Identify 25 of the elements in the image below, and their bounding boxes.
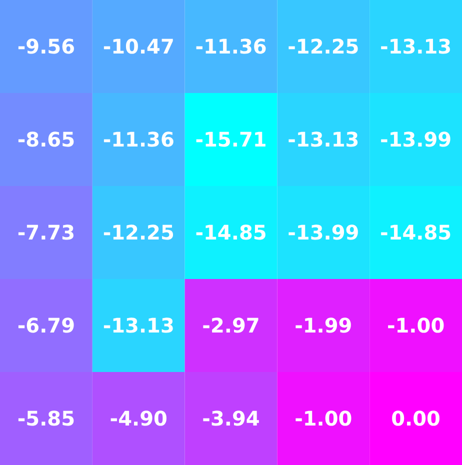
- data-label: -15.71: [195, 128, 267, 152]
- data-label: -13.99: [288, 220, 360, 244]
- data-label: -10.47: [102, 34, 174, 58]
- data-label: -7.73: [17, 220, 76, 244]
- data-label: -13.13: [102, 314, 174, 338]
- data-label: -1.00: [386, 314, 445, 338]
- data-label: -14.85: [195, 220, 267, 244]
- data-label: -1.00: [294, 406, 352, 430]
- data-label: -1.99: [294, 314, 352, 338]
- data-label: -5.85: [17, 406, 76, 430]
- data-label: -14.85: [380, 220, 452, 244]
- data-label: -11.36: [195, 34, 267, 58]
- data-label: 0.00: [391, 406, 440, 430]
- data-label: -13.13: [288, 128, 360, 152]
- data-label: -13.13: [380, 34, 452, 58]
- data-label: -12.25: [102, 220, 174, 244]
- data-label: -9.56: [17, 34, 76, 58]
- data-label: -4.90: [110, 406, 168, 430]
- data-label: -11.36: [102, 128, 174, 152]
- data-label: -12.25: [288, 34, 360, 58]
- data-label: -13.99: [380, 128, 452, 152]
- data-label: -6.79: [17, 314, 76, 338]
- data-label: -8.65: [17, 128, 76, 152]
- data-label: -2.97: [202, 314, 260, 338]
- data-label: -3.94: [202, 406, 260, 430]
